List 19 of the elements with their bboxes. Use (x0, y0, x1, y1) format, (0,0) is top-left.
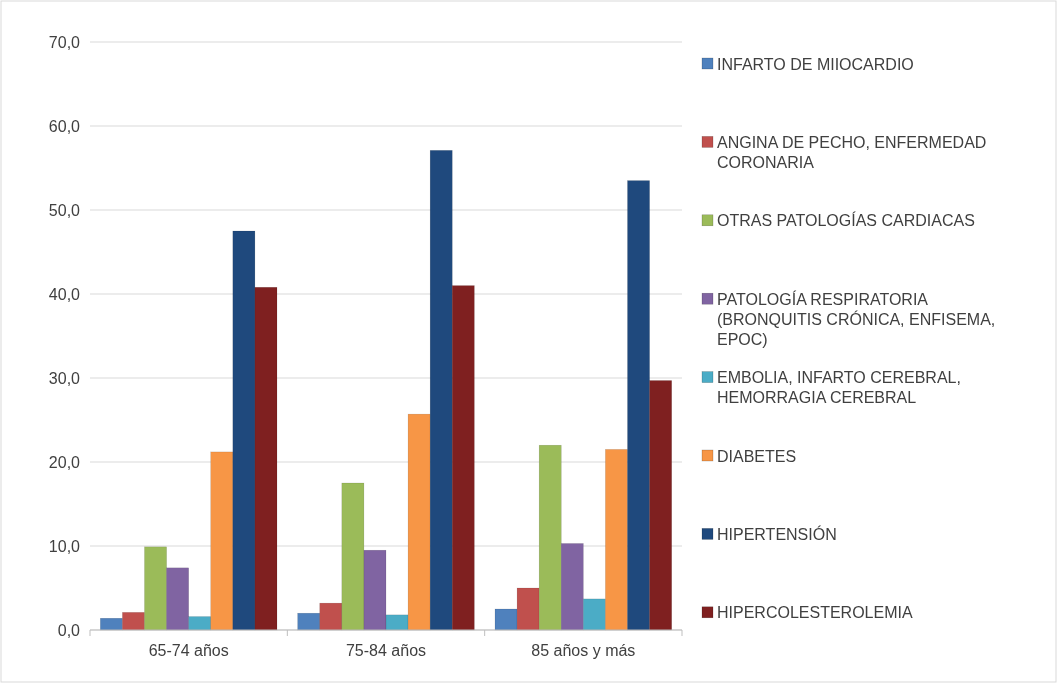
legend-label: HIPERCOLESTEROLEMIA (717, 604, 913, 622)
legend-label: EMBOLIA, INFARTO CEREBRAL, HEMORRAGIA CEREBRAL (717, 369, 961, 407)
y-tick-label: 40,0 (48, 285, 81, 303)
x-tick-label: 85 años y más (531, 642, 636, 659)
x-tick-label: 75-84 años (345, 642, 427, 659)
y-tick-label: 30,0 (48, 369, 81, 387)
legend-label: INFARTO DE MIIOCARDIO (717, 55, 914, 73)
legend-label: ANGINA DE PECHO, ENFERMEDAD CORONARIA (717, 134, 987, 171)
x-tick-label: 65-74 años (148, 642, 229, 659)
y-tick-label: 50,0 (48, 201, 81, 219)
y-tick-label: 10,0 (48, 537, 81, 555)
y-tick-label: 60,0 (48, 117, 81, 135)
y-tick-label: 0,0 (57, 621, 81, 639)
y-tick-label: 20,0 (48, 453, 81, 471)
legend-label: OTRAS PATOLOGÍAS CARDIACAS (717, 211, 975, 230)
legend-label: PATOLOGÍA RESPIRATORIA (BRONQUITIS CRÓNICA, ENFISEMA, EPOC) (717, 289, 996, 348)
legend-label: HIPERTENSIÓN (717, 525, 837, 543)
y-tick-label: 70,0 (48, 33, 81, 51)
legend-label: DIABETES (717, 447, 797, 465)
